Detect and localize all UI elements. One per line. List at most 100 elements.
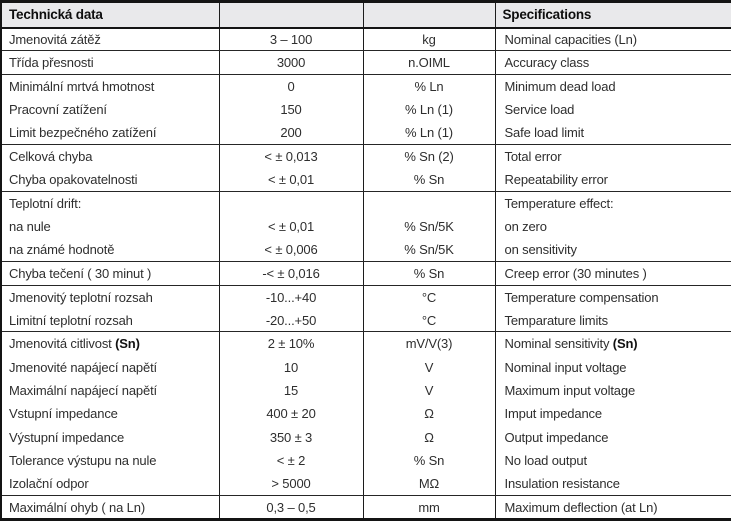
row-value: 150 <box>218 97 363 122</box>
row-label-en-text: on zero <box>504 219 547 235</box>
row-unit-text: % Sn <box>413 171 445 187</box>
table-row: Jmenovitá zátěž 3 – 100 kg Nominal capaciti… <box>1 27 731 52</box>
row-value-text: 15 <box>283 383 299 399</box>
row-unit: % Sn/5K <box>362 238 495 263</box>
row-label-en: Repeatability error <box>494 168 731 192</box>
table-row: Vstupní impedance 400 ± 20 Ω Imput impedanc… <box>1 402 731 426</box>
header-unit-column <box>362 1 495 29</box>
row-unit-text: V <box>424 359 434 375</box>
row-value-text: -10...+40 <box>265 289 317 305</box>
row-label-cs-text: Maximální ohyb ( na Ln) <box>9 499 146 515</box>
row-value: -10...+40 <box>218 285 363 309</box>
row-label-en-text: Imput impedance <box>504 406 603 422</box>
row-label-en: Nominal sensitivity (Sn) <box>494 331 731 356</box>
row-value: 2 ± 10% <box>218 331 363 356</box>
row-unit: kg <box>362 27 495 52</box>
row-label-en-text: No load output <box>504 453 588 469</box>
row-label-en-text: Insulation resistance <box>504 476 621 492</box>
row-label-cs: Teplotní drift: <box>1 191 219 214</box>
row-value-text: 10 <box>283 359 299 375</box>
row-label-en: Safe load limit <box>494 121 731 146</box>
row-label-cs-text: Celková chyba <box>9 149 93 165</box>
row-value-text: -< ± 0,016 <box>262 265 320 281</box>
row-value: < ± 0,01 <box>218 168 363 192</box>
row-value-text: > 5000 <box>271 476 311 492</box>
table-row: na nule < ± 0,01 % Sn/5K on zero <box>1 214 731 239</box>
row-unit: V <box>362 378 495 403</box>
row-label-en-text: Temparature limits <box>504 312 609 328</box>
row-label-en: Nominal capacities (Ln) <box>494 27 731 52</box>
row-value-text: 2 ± 10% <box>267 336 315 352</box>
table-row: Minimální mrtvá hmotnost 0 % Ln Minimum dea… <box>1 74 731 98</box>
row-label-en: Temparature limits <box>494 308 731 333</box>
row-label-cs-text: Chyba opakovatelnosti <box>9 171 138 187</box>
row-label-en: on zero <box>494 214 731 239</box>
row-unit-text: °C <box>421 289 437 305</box>
row-unit-text: mm <box>418 499 440 515</box>
row-label-en-text: Accuracy class <box>504 55 590 71</box>
row-label-en-text: Repeatability error <box>504 171 609 187</box>
row-label-cs: Tolerance výstupu na nule <box>1 449 219 472</box>
table-row: Jmenovité napájecí napětí 10 V Nominal inpu… <box>1 355 731 379</box>
row-label-cs: Pracovní zatížení <box>1 98 219 121</box>
row-unit-text: % Sn/5K <box>404 219 454 235</box>
row-label-cs: Jmenovité napájecí napětí <box>1 355 219 378</box>
table-row: Třída přesnosti 3000 n.OIML Accuracy class <box>1 50 731 75</box>
row-label-cs: Jmenovitá zátěž <box>1 27 219 52</box>
row-label-cs: Minimální mrtvá hmotnost <box>1 74 219 97</box>
row-label-en-text: Nominal sensitivity <box>504 336 613 352</box>
row-label-cs-text: Pracovní zatížení <box>9 101 107 117</box>
row-label-en: Nominal input voltage <box>494 355 731 379</box>
row-value: 0 <box>218 74 363 98</box>
row-label-en: Output impedance <box>494 425 731 450</box>
row-value: 3000 <box>218 50 363 75</box>
row-label-cs: Chyba tečení ( 30 minut ) <box>1 261 219 286</box>
row-value: < ± 0,006 <box>218 238 363 263</box>
row-value: -< ± 0,016 <box>218 261 363 286</box>
row-label-cs: Maximální ohyb ( na Ln) <box>1 496 219 520</box>
table-row: Chyba tečení ( 30 minut ) -< ± 0,016 % Sn C… <box>1 261 731 286</box>
table-row: Pracovní zatížení 150 % Ln (1) Service load <box>1 97 731 122</box>
row-label-cs: Jmenovitá citlivost (Sn) <box>1 332 219 355</box>
row-label-cs-text: Chyba tečení ( 30 minut ) <box>9 265 152 281</box>
table-row: Maximální napájecí napětí 15 V Maximum inpu… <box>1 378 731 403</box>
row-label-cs-text: Minimální mrtvá hmotnost <box>9 78 155 94</box>
row-label-en-text: Nominal input voltage <box>504 359 627 375</box>
row-unit: % Ln (1) <box>362 97 495 122</box>
table-row: Jmenovitá citlivost (Sn) 2 ± 10% mV/V(3) No… <box>1 331 731 356</box>
row-label-cs: Maximální napájecí napětí <box>1 379 219 402</box>
row-unit-text: % Sn (2) <box>404 149 454 165</box>
row-label-en-text: Service load <box>504 101 575 117</box>
row-label-en: Insulation resistance <box>494 472 731 497</box>
row-unit: % Ln (1) <box>362 121 495 146</box>
row-label-en-text: Maximum deflection (at Ln) <box>504 499 658 515</box>
row-label-cs-text: Jmenovitá citlivost <box>9 336 116 352</box>
row-label-en-text: on sensitivity <box>504 242 577 258</box>
row-label-en: Total error <box>494 144 731 169</box>
row-value-text: 0 <box>287 78 295 94</box>
row-value: -20...+50 <box>218 308 363 333</box>
row-label-cs-text: Limitní teplotní rozsah <box>9 312 133 328</box>
row-label-cs: Chyba opakovatelnosti <box>1 168 219 192</box>
row-unit-text: kg <box>422 31 436 47</box>
row-label-cs-text: Výstupní impedance <box>9 429 125 445</box>
row-unit: % Sn <box>362 261 495 286</box>
row-unit: % Sn/5K <box>362 214 495 239</box>
row-label-cs: Izolační odpor <box>1 472 219 497</box>
header-value-column <box>218 1 363 29</box>
table-row: Teplotní drift: Temperature effect: <box>1 191 731 215</box>
row-label-cs: Jmenovitý teplotní rozsah <box>1 285 219 308</box>
row-value: 10 <box>218 355 363 379</box>
row-label-cs: Limit bezpečného zatížení <box>1 121 219 146</box>
row-label-en-text: Temperature compensation <box>504 289 659 305</box>
row-label-cs-text: na nule <box>9 219 51 235</box>
table-row: Chyba opakovatelnosti < ± 0,01 % Sn Repeata… <box>1 168 731 192</box>
row-value <box>218 191 363 215</box>
table-row: Celková chyba < ± 0,013 % Sn (2) Total erro… <box>1 144 731 169</box>
row-value-text: 3000 <box>276 55 306 71</box>
row-value-text: 200 <box>280 125 302 141</box>
row-label-cs: Výstupní impedance <box>1 426 219 449</box>
row-unit-text: % Sn <box>413 265 445 281</box>
